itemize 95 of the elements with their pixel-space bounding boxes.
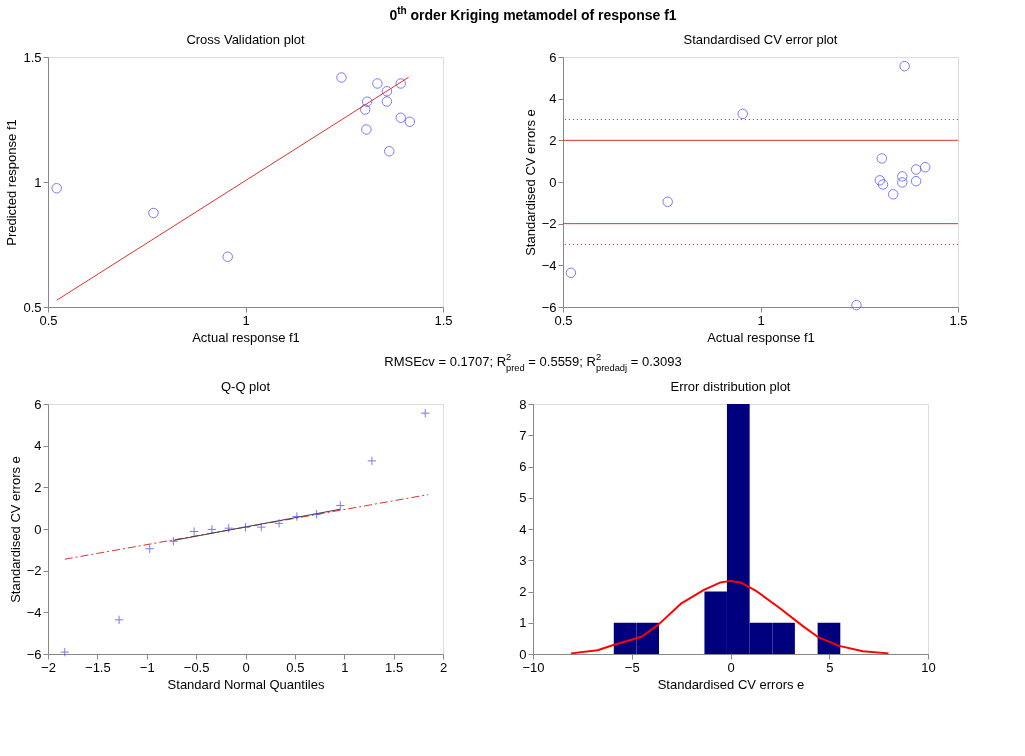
x-tick-label: −1 <box>139 659 155 675</box>
point <box>897 171 908 182</box>
x-tick-label: 10 <box>921 659 936 675</box>
point <box>148 207 159 219</box>
x-tick-label: −1.5 <box>85 659 111 675</box>
y-axis-title: Predicted response f1 <box>4 119 20 246</box>
x-tick-label: 1 <box>242 312 250 328</box>
point <box>910 175 922 187</box>
x-axis-title: Actual response f1 <box>707 329 815 345</box>
y-tick-label: −4 <box>26 604 42 620</box>
y-tick-label: 2 <box>519 584 527 599</box>
point <box>222 251 233 262</box>
point <box>899 60 910 72</box>
y-tick-label: −2 <box>541 216 557 232</box>
x-tick-label: 1.5 <box>385 659 404 675</box>
y-tick-label: −6 <box>541 299 557 315</box>
x-tick-label: 0 <box>242 659 250 675</box>
y-tick-label: 1 <box>34 174 42 190</box>
point <box>114 615 124 625</box>
point <box>256 522 266 532</box>
y-tick-label: 0 <box>34 521 42 537</box>
point <box>874 175 886 186</box>
point <box>395 78 406 89</box>
point <box>887 189 899 200</box>
y-tick-label: 6 <box>549 49 557 65</box>
x-tick-label: 0 <box>727 659 735 675</box>
point <box>372 78 383 89</box>
x-tick-label: −0.5 <box>183 659 210 675</box>
point <box>292 511 302 522</box>
y-tick-label: 0 <box>519 646 527 662</box>
point <box>910 164 922 175</box>
x-axis-title: Standard Normal Quantiles <box>167 676 325 692</box>
point <box>851 299 862 311</box>
point <box>361 96 373 107</box>
point <box>381 86 393 97</box>
point <box>359 104 371 115</box>
y-tick-label: 8 <box>519 396 527 412</box>
y-tick-label: 4 <box>34 438 42 454</box>
point <box>395 112 406 123</box>
y-tick-label: −4 <box>541 257 557 273</box>
y-axis-title: Standardised CV errors e <box>7 456 23 603</box>
y-tick-label: −6 <box>26 646 42 662</box>
y-tick-label: 4 <box>549 91 557 107</box>
point <box>240 522 251 533</box>
y-tick-label: 5 <box>519 490 527 506</box>
point <box>336 72 347 83</box>
y-tick-label: −2 <box>26 563 42 579</box>
x-tick-label: 1.5 <box>434 312 453 328</box>
point <box>311 509 322 519</box>
point <box>662 196 673 208</box>
point <box>381 96 393 107</box>
y-axis-title: Standardised CV errors e <box>522 109 538 256</box>
point <box>919 161 931 173</box>
point <box>335 500 345 511</box>
y-tick-label: 1 <box>519 615 527 631</box>
chart-title: Error distribution plot <box>670 379 791 394</box>
y-tick-label: 3 <box>519 552 527 568</box>
y-tick-label: 2 <box>34 479 42 495</box>
x-tick-label: 2 <box>439 659 448 675</box>
y-tick-label: 0 <box>549 174 557 190</box>
x-tick-label: 1.5 <box>949 312 968 328</box>
y-tick-label: 7 <box>519 427 527 443</box>
chart-title: Q-Q plot <box>220 379 271 394</box>
y-tick-label: 1.5 <box>23 49 42 65</box>
x-tick-label: 1 <box>757 312 765 328</box>
point <box>60 647 70 657</box>
point <box>207 524 217 535</box>
x-axis-title: Actual response f1 <box>192 329 300 345</box>
chart-title: Standardised CV error plot <box>683 32 838 47</box>
x-tick-label: 0.5 <box>286 659 305 675</box>
y-tick-label: 6 <box>34 396 42 412</box>
x-tick-label: 5 <box>826 659 834 675</box>
point <box>877 179 889 190</box>
y-tick-label: 2 <box>549 132 557 148</box>
point <box>51 183 62 194</box>
point <box>565 267 577 279</box>
x-tick-label: −5 <box>624 659 640 675</box>
y-tick-label: 0.5 <box>23 299 42 315</box>
point <box>404 116 416 127</box>
point <box>876 153 888 164</box>
x-tick-label: −10 <box>522 659 545 675</box>
point <box>897 177 908 188</box>
point <box>168 536 179 546</box>
point <box>737 108 748 120</box>
point <box>367 456 377 466</box>
point <box>361 124 372 135</box>
x-tick-label: 1 <box>341 659 349 675</box>
y-tick-label: 6 <box>519 459 527 474</box>
point <box>384 146 395 157</box>
chart-title: Cross Validation plot <box>186 32 306 47</box>
point <box>274 518 284 529</box>
x-axis-title: Standardised CV errors e <box>657 676 805 692</box>
y-tick-label: 4 <box>519 521 527 537</box>
point <box>189 526 199 537</box>
line-series <box>570 579 890 655</box>
